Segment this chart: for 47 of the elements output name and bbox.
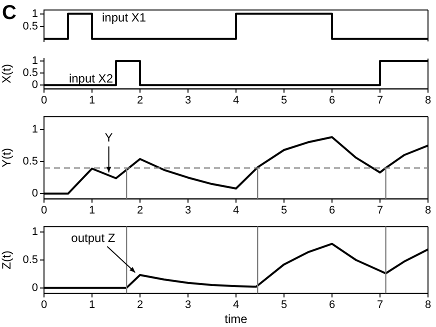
x-tick-label: 5 — [280, 94, 288, 106]
y-tick-label: 0 — [32, 282, 38, 294]
x-tick-label: 5 — [280, 204, 288, 216]
x-tick-label: 2 — [136, 204, 144, 216]
x-tick-label: 7 — [376, 204, 384, 216]
y-tick-label: 0.5 — [22, 254, 38, 266]
x-tick-label: 3 — [184, 94, 192, 106]
y-tick-label: 1 — [32, 226, 38, 238]
x-tick-label: 6 — [328, 299, 336, 312]
y-tick-label: 0 — [32, 79, 38, 92]
x-tick-label: 3 — [184, 299, 192, 312]
x-tick-label: 3 — [184, 204, 192, 216]
y-axis-title: Z(t) — [0, 250, 14, 270]
x-tick-label: 4 — [232, 94, 240, 106]
x-tick-label: 0 — [40, 299, 48, 312]
annotation: Y — [104, 130, 113, 145]
x-tick-label: 1 — [88, 204, 96, 216]
x-tick-label: 4 — [232, 204, 240, 216]
y-tick-label: 1 — [32, 8, 38, 20]
x-tick-label: 4 — [232, 299, 240, 312]
x-tick-label: 6 — [328, 94, 336, 106]
x-tick-label: 8 — [424, 94, 432, 106]
x-tick-label: 2 — [136, 94, 144, 106]
series-label: input X1 — [102, 10, 146, 25]
x-axis-title: time — [224, 312, 248, 326]
x-tick-label: 2 — [136, 299, 144, 312]
y-axis-title: X(t) — [0, 64, 14, 84]
y-tick-label: 0.5 — [22, 156, 38, 168]
x-tick-label: 6 — [328, 204, 336, 216]
text: C — [2, 2, 16, 25]
x-tick-label: 7 — [376, 299, 384, 312]
y-tick-label: 1 — [32, 55, 38, 68]
x-tick-label: 1 — [88, 94, 96, 106]
x-tick-label: 0 — [40, 204, 48, 216]
x-tick-label: 0 — [40, 94, 48, 106]
x-tick-label: 5 — [280, 299, 288, 312]
y-tick-label: 1 — [32, 123, 38, 136]
x-tick-label: 1 — [88, 299, 96, 312]
x-tick-label: 8 — [424, 204, 432, 216]
x-tick-label: 7 — [376, 94, 384, 106]
y-tick-label: 0 — [32, 188, 38, 200]
annotation: output Z — [71, 230, 116, 245]
y-tick-label: 0.5 — [22, 20, 38, 32]
y-tick-label: 0.5 — [22, 67, 38, 80]
series-label: input X2 — [68, 71, 114, 86]
x-tick-label: 8 — [424, 299, 432, 312]
y-axis-title: Y(t) — [0, 148, 14, 168]
